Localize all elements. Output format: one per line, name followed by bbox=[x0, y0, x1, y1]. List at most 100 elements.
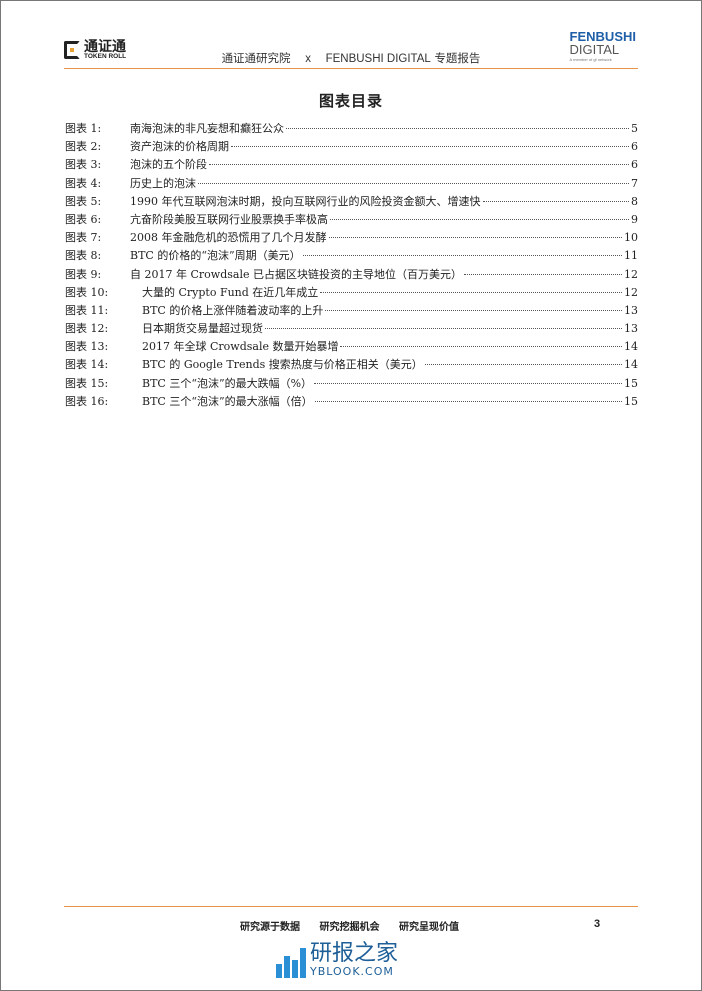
dot-leader bbox=[286, 128, 629, 129]
toc-entry-title: 1990 年代互联网泡沫时期，投向互联网行业的风险投资金额大、增速快 bbox=[130, 194, 481, 208]
header-title: 通证通研究院 x FENBUSHI DIGITAL 专题报告 bbox=[0, 50, 702, 66]
toc-entry-title: 亢奋阶段美股互联网行业股票换手率极高 bbox=[130, 212, 328, 226]
fenbushi-line3: A member of gf network bbox=[569, 57, 612, 62]
toc-entry[interactable]: 图表 6: 亢奋阶段美股互联网行业股票换手率极高 9 bbox=[65, 211, 638, 229]
toc-entry[interactable]: 图表 15: BTC 三个“泡沫”的最大跌幅（%） 15 bbox=[65, 375, 638, 393]
header-x: x bbox=[305, 53, 311, 65]
toc-label: 图表 5: bbox=[65, 194, 102, 208]
toc-label: 图表 14: bbox=[65, 358, 109, 372]
footer-divider bbox=[64, 906, 638, 907]
toc-label: 图表 4: bbox=[65, 176, 102, 190]
toc-label: 图表 1: bbox=[65, 122, 102, 135]
toc-page-number: 8 bbox=[631, 194, 638, 208]
dot-leader bbox=[265, 328, 622, 330]
toc-label: 图表 8: bbox=[65, 249, 102, 263]
toc-label: 图表 7: bbox=[65, 231, 102, 245]
toc-page-number: 14 bbox=[624, 340, 638, 354]
toc-entry-title: BTC 三个“泡沫”的最大跌幅（%） bbox=[142, 376, 313, 390]
toc-page-number: 5 bbox=[631, 122, 638, 135]
dot-leader bbox=[330, 218, 629, 220]
slogan: 研究呈现价值 bbox=[398, 922, 459, 933]
toc-page-number: 15 bbox=[624, 394, 638, 408]
toc-entry[interactable]: 图表 2: 资产泡沫的价格周期 6 bbox=[65, 138, 638, 156]
toc-label: 图表 3: bbox=[65, 158, 102, 172]
dot-leader bbox=[424, 364, 622, 366]
toc-entry[interactable]: 图表 7: 2008 年金融危机的恐慌用了几个月发酵 10 bbox=[65, 229, 638, 247]
toc-page-number: 14 bbox=[624, 358, 638, 372]
toc-entry-title: 2008 年金融危机的恐慌用了几个月发酵 bbox=[130, 231, 327, 245]
toc-entry-title: BTC 三个“泡沫”的最大涨幅（倍） bbox=[142, 394, 313, 408]
fenbushi-logo: FENBUSHI DIGITAL A member of gf network bbox=[570, 30, 636, 62]
header-report-type: 专题报告 bbox=[434, 51, 481, 65]
dot-leader bbox=[463, 273, 622, 275]
toc-entry-title: BTC 的价格上涨伴随着波动率的上升 bbox=[142, 303, 324, 317]
toc-page-number: 6 bbox=[631, 140, 638, 154]
dot-leader bbox=[209, 164, 629, 166]
dot-leader bbox=[328, 237, 622, 239]
toc-entry[interactable]: 图表 4: 历史上的泡沫 7 bbox=[65, 175, 638, 193]
header-org: 通证通研究院 bbox=[221, 51, 291, 65]
toc-entry[interactable]: 图表 10: 大量的 Crypto Fund 在近几年成立 12 bbox=[65, 284, 638, 302]
toc-entry[interactable]: 图表 1: 南海泡沫的非凡妄想和癫狂公众 5 bbox=[65, 120, 638, 138]
toc-page-number: 7 bbox=[631, 176, 638, 190]
toc-page-number: 12 bbox=[624, 285, 638, 299]
toc-entry-title: 泡沫的五个阶段 bbox=[130, 158, 207, 172]
toc-entry[interactable]: 图表 9: 自 2017 年 Crowdsale 已占据区块链投资的主导地位（百万… bbox=[65, 266, 638, 284]
toc-entry[interactable]: 图表 8: BTC 的价格的“泡沫”周期（美元） 11 bbox=[65, 247, 638, 265]
dot-leader bbox=[231, 146, 629, 148]
watermark-en: YBLOOK.COM bbox=[310, 964, 394, 978]
toc-label: 图表 10: bbox=[65, 285, 109, 299]
toc-page-number: 11 bbox=[624, 249, 638, 263]
footer-slogans: 研究源于数据 研究挖掘机会 研究呈现价值 bbox=[240, 918, 475, 933]
dot-leader bbox=[325, 309, 622, 311]
toc-page-number: 12 bbox=[624, 267, 638, 281]
toc-entry[interactable]: 图表 11: BTC 的价格上涨伴随着波动率的上升 13 bbox=[65, 302, 638, 320]
toc-entry-title: 南海泡沫的非凡妄想和癫狂公众 bbox=[130, 122, 284, 135]
toc-label: 图表 11: bbox=[65, 303, 109, 317]
toc-entry-title: 2017 年全球 Crowdsale 数量开始暴增 bbox=[142, 340, 339, 354]
toc-entry[interactable]: 图表 13: 2017 年全球 Crowdsale 数量开始暴增 14 bbox=[65, 338, 638, 356]
toc-entry-title: 大量的 Crypto Fund 在近几年成立 bbox=[142, 285, 319, 299]
toc-entry-title: 自 2017 年 Crowdsale 已占据区块链投资的主导地位（百万美元） bbox=[130, 267, 462, 281]
toc-entry-title: 资产泡沫的价格周期 bbox=[130, 140, 229, 154]
fenbushi-line1: FENBUSHI bbox=[569, 29, 636, 44]
toc-entry-title: BTC 的价格的“泡沫”周期（美元） bbox=[130, 249, 301, 263]
toc-entry[interactable]: 图表 12: 日本期货交易量超过现货 13 bbox=[65, 320, 638, 338]
toc-entry[interactable]: 图表 5: 1990 年代互联网泡沫时期，投向互联网行业的风险投资金额大、增速快 8 bbox=[65, 193, 638, 211]
toc-label: 图表 2: bbox=[65, 140, 102, 154]
toc-label: 图表 6: bbox=[65, 212, 102, 226]
toc-label: 图表 9: bbox=[65, 267, 102, 281]
toc-entry-title: BTC 的 Google Trends 搜索热度与价格正相关（美元） bbox=[142, 358, 423, 372]
toc-label: 图表 13: bbox=[65, 340, 109, 354]
chart-bars-icon bbox=[276, 942, 306, 978]
page-number: 3 bbox=[594, 918, 601, 930]
fenbushi-line2: DIGITAL bbox=[569, 42, 620, 57]
toc-entry-title: 日本期货交易量超过现货 bbox=[142, 322, 263, 336]
logo-en: TOKEN ROLL bbox=[84, 53, 127, 60]
dot-leader bbox=[314, 400, 622, 402]
dot-leader bbox=[198, 182, 629, 184]
logo-cn: 通证通 bbox=[84, 39, 126, 55]
toc-entry[interactable]: 图表 16: BTC 三个“泡沫”的最大涨幅（倍） 15 bbox=[65, 393, 638, 411]
yblook-watermark: 研报之家 YBLOOK.COM bbox=[276, 942, 398, 978]
toc-label: 图表 16: bbox=[65, 394, 109, 408]
toc-page-number: 15 bbox=[624, 376, 638, 390]
toc-title: 图表目录 bbox=[318, 92, 383, 110]
toc-page-number: 13 bbox=[624, 322, 638, 336]
toc-page-number: 13 bbox=[624, 303, 638, 317]
toc-label: 图表 15: bbox=[65, 376, 109, 390]
slogan: 研究源于数据 bbox=[240, 922, 300, 933]
toc-page-number: 6 bbox=[631, 158, 638, 172]
toc-entry[interactable]: 图表 14: BTC 的 Google Trends 搜索热度与价格正相关（美元）… bbox=[65, 356, 638, 374]
watermark-cn: 研报之家 bbox=[310, 940, 399, 966]
toc-entry-title: 历史上的泡沫 bbox=[130, 176, 196, 190]
header-partner: FENBUSHI DIGITAL bbox=[325, 53, 431, 65]
dot-leader bbox=[320, 291, 622, 293]
toc-entry[interactable]: 图表 3: 泡沫的五个阶段 6 bbox=[65, 156, 638, 174]
dot-leader bbox=[302, 255, 622, 257]
dot-leader bbox=[482, 200, 629, 202]
toc-page-number: 9 bbox=[631, 212, 638, 226]
dot-leader bbox=[314, 382, 622, 384]
slogan: 研究挖掘机会 bbox=[319, 922, 380, 933]
dot-leader bbox=[340, 346, 622, 348]
